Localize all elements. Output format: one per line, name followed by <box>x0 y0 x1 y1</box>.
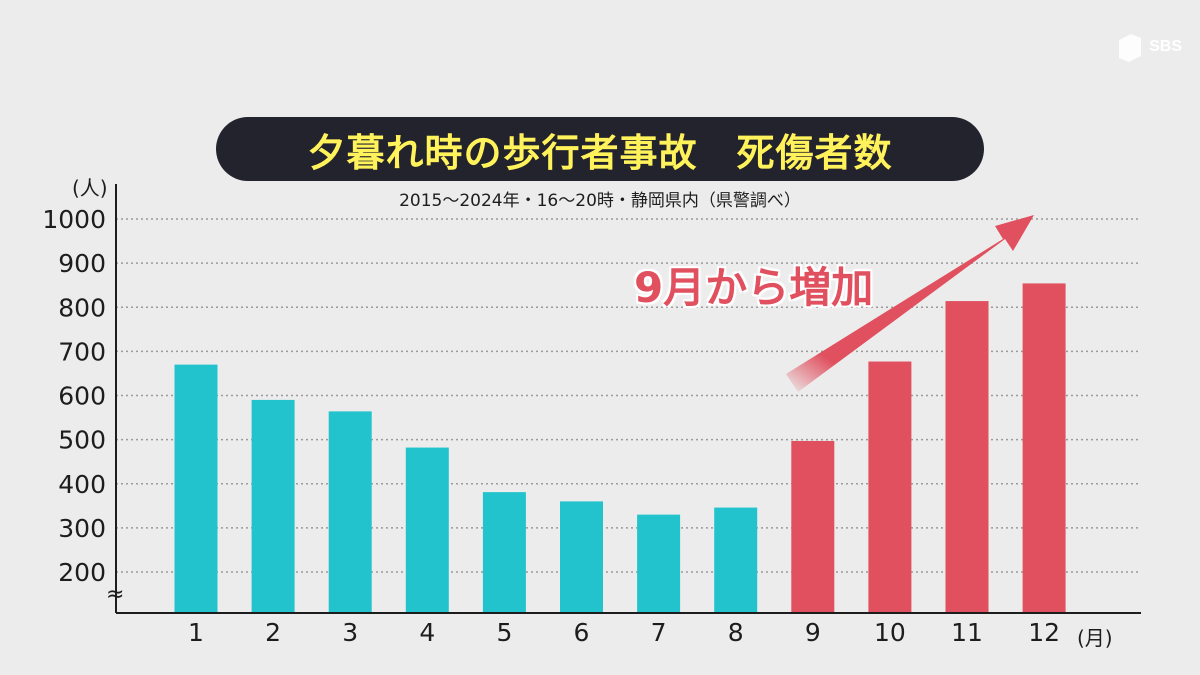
axis-break-mark: ≈ <box>106 582 125 607</box>
chart-subtitle: 2015〜2024年・16〜20時・静岡県内（県警調べ） <box>399 191 801 211</box>
trend-annotation: 9月から増加 <box>634 263 874 312</box>
x-axis-unit: (月) <box>1077 626 1113 650</box>
x-tick-label: 8 <box>728 618 744 647</box>
chart-title: 夕暮れ時の歩行者事故 死傷者数 <box>307 130 893 175</box>
y-tick-label: 500 <box>58 426 106 455</box>
trend-arrow-icon <box>786 215 1034 392</box>
chart-title-banner: 夕暮れ時の歩行者事故 死傷者数 <box>216 117 984 181</box>
y-tick-label: 600 <box>58 382 106 411</box>
bar-month-5 <box>482 492 526 613</box>
y-tick-labels: 1000 900 800 700 600 500 400 300 200 <box>42 205 106 587</box>
bar-month-8 <box>714 507 758 613</box>
x-tick-label: 7 <box>651 618 667 647</box>
x-tick-label: 1 <box>188 618 204 647</box>
x-tick-label: 3 <box>342 618 358 647</box>
x-tick-label: 9 <box>805 618 821 647</box>
bar-month-7 <box>637 514 681 613</box>
bar-month-2 <box>251 399 295 613</box>
x-tick-label: 4 <box>419 618 435 647</box>
bar-month-9 <box>791 440 835 613</box>
y-tick-label: 400 <box>58 470 106 499</box>
y-axis-unit: (人) <box>72 176 108 200</box>
y-tick-label: 200 <box>58 558 106 587</box>
x-tick-label: 10 <box>874 618 906 647</box>
bar-month-10 <box>868 361 912 613</box>
bar-month-3 <box>328 411 372 613</box>
bar-month-1 <box>174 364 218 613</box>
x-tick-label: 5 <box>496 618 512 647</box>
x-tick-label: 12 <box>1028 618 1060 647</box>
bar-month-6 <box>560 501 603 613</box>
x-tick-label: 2 <box>265 618 281 647</box>
x-tick-labels: 1 2 3 4 5 6 7 8 9 10 11 12 <box>188 618 1060 647</box>
bars <box>174 283 1066 613</box>
sbs-logo: SBS <box>1117 30 1182 64</box>
trend-arrow <box>786 215 1034 392</box>
bar-month-4 <box>405 447 449 613</box>
y-tick-label: 700 <box>58 337 106 366</box>
x-tick-label: 11 <box>951 618 983 647</box>
x-tick-label: 6 <box>574 618 590 647</box>
y-tick-label: 800 <box>58 293 106 322</box>
y-tick-label: 300 <box>58 514 106 543</box>
sbs-logo-icon <box>1119 34 1142 62</box>
bar-month-11 <box>945 301 989 613</box>
logo-text: SBS <box>1149 38 1182 55</box>
y-tick-label: 1000 <box>42 205 106 234</box>
bar-month-12 <box>1022 283 1066 613</box>
y-tick-label: 900 <box>58 249 106 278</box>
